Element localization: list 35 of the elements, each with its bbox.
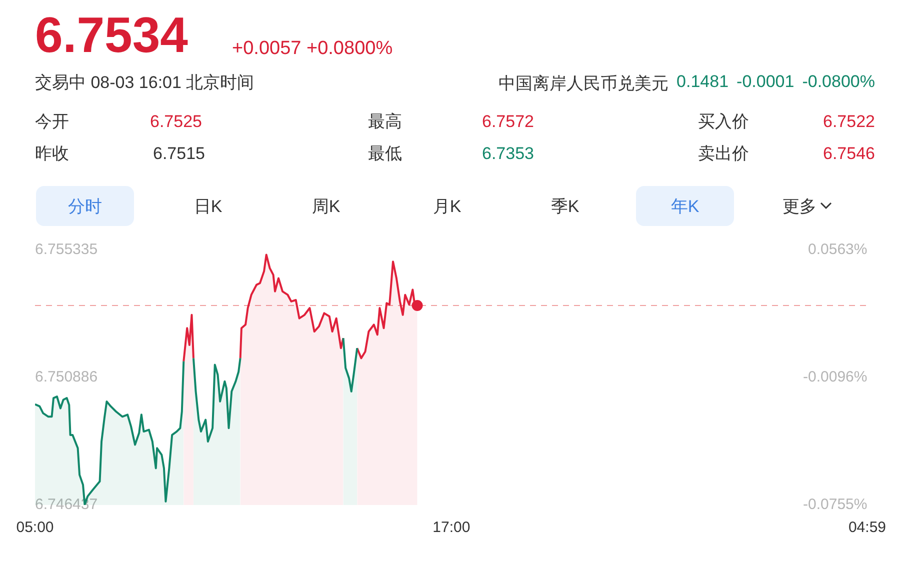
text: -0.0001 (736, 72, 794, 93)
chart-title: 6.7534 (35, 7, 188, 63)
text: 6.7525 (150, 112, 202, 131)
y-tick-label: 6.755335 (35, 241, 98, 258)
text: 分时 (68, 196, 102, 218)
text: 0.1481 (676, 72, 729, 93)
x-tick-label: 04:59 (848, 519, 886, 536)
text: 周K (312, 196, 340, 218)
text: 6.7353 (482, 144, 534, 163)
x-tick-label: 17:00 (432, 519, 470, 536)
chart-subtitle: +0.0057 +0.0800% (232, 38, 393, 60)
y2-tick-label: -0.0096% (803, 368, 868, 386)
text: 最高 (368, 112, 402, 131)
text: 6.7572 (482, 112, 534, 131)
y-tick-label: 6.746437 (35, 496, 98, 514)
y-tick-label: 6.750886 (35, 368, 98, 386)
x-tick-label: 05:00 (16, 519, 54, 536)
text: 季K (550, 196, 580, 218)
text: 最低 (368, 144, 402, 163)
y2-tick-label: 0.0563% (808, 241, 868, 258)
text: 6.7522 (823, 112, 875, 131)
text: 交易中 08-03 16:01 北京时间 (35, 73, 254, 92)
text: 昨收 (35, 144, 69, 163)
text: 今开 (35, 112, 69, 131)
text: -0.0800% (802, 72, 875, 93)
text: 日K (194, 196, 222, 218)
text: 卖出价 (698, 144, 749, 163)
text: 中国离岸人民币兑美元 (498, 73, 669, 95)
text: 6.7546 (823, 144, 875, 163)
y2-tick-label: -0.0755% (803, 496, 868, 514)
text: 买入价 (698, 112, 749, 131)
text: 6.7515 (153, 144, 205, 163)
text: 年K (670, 196, 700, 218)
text: 更多 (782, 196, 816, 218)
text: 月K (432, 196, 462, 218)
